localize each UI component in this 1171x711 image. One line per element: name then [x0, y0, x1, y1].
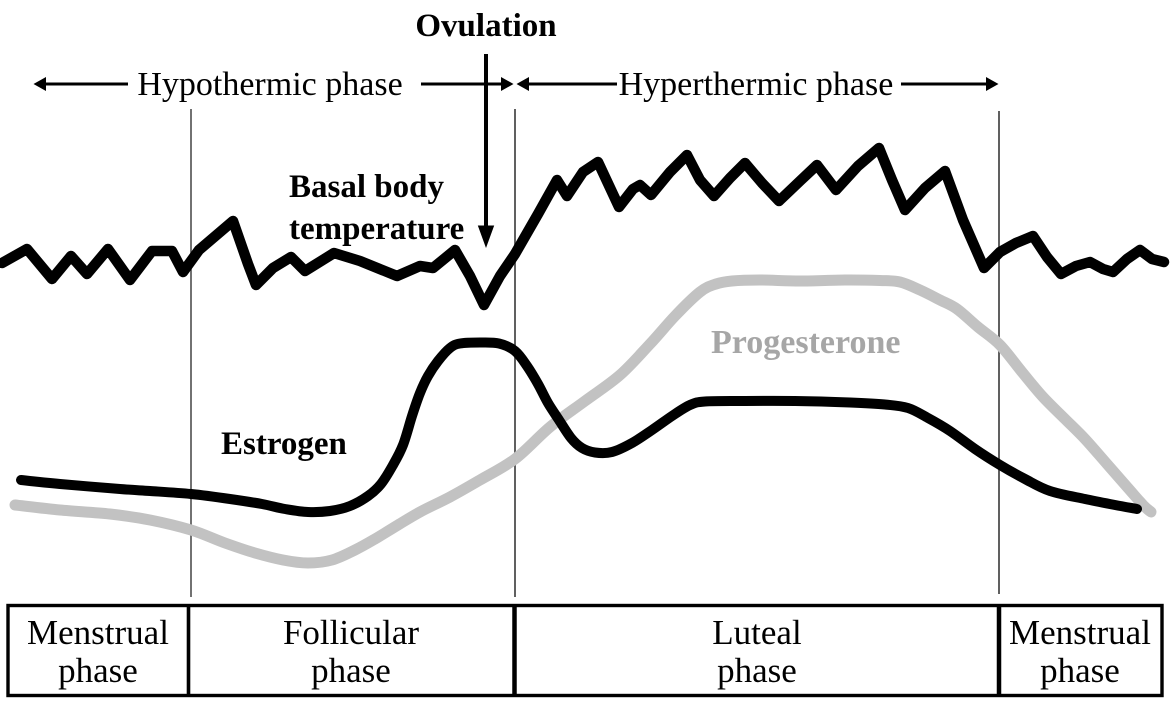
svg-text:Basal body: Basal body [289, 169, 444, 205]
svg-text:Progesterone: Progesterone [711, 324, 900, 361]
svg-text:Follicular: Follicular [283, 613, 419, 652]
svg-text:Luteal: Luteal [712, 613, 802, 652]
svg-text:phase: phase [1040, 651, 1120, 690]
svg-text:Estrogen: Estrogen [221, 426, 347, 462]
svg-text:temperature: temperature [289, 211, 464, 247]
svg-text:Menstrual: Menstrual [1009, 613, 1151, 652]
svg-text:phase: phase [311, 651, 391, 690]
svg-text:Menstrual: Menstrual [27, 613, 169, 652]
svg-text:phase: phase [717, 651, 797, 690]
svg-text:Hyperthermic phase: Hyperthermic phase [619, 66, 894, 103]
svg-text:Hypothermic phase: Hypothermic phase [137, 66, 402, 103]
svg-text:phase: phase [58, 651, 138, 690]
svg-text:Ovulation: Ovulation [415, 8, 556, 44]
